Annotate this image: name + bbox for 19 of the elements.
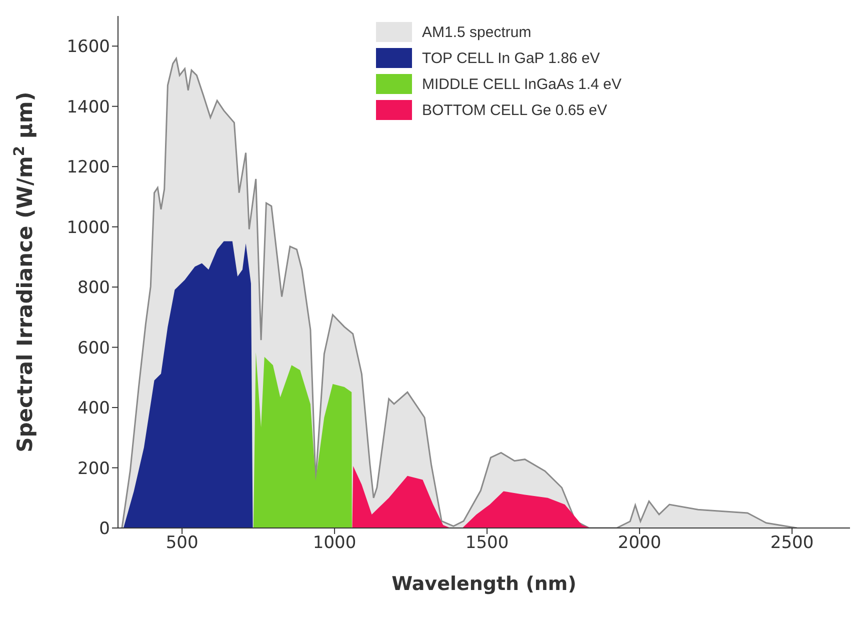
y-tick-label: 1400 bbox=[66, 97, 110, 118]
y-tick-label: 1600 bbox=[66, 37, 110, 58]
y-tick-label: 0 bbox=[99, 519, 110, 540]
legend-label: AM1.5 spectrum bbox=[422, 24, 532, 40]
y-tick-label: 200 bbox=[78, 458, 110, 479]
y-tick-label: 1000 bbox=[66, 218, 110, 238]
x-tick-label: 1500 bbox=[465, 533, 509, 554]
x-tick-label: 1000 bbox=[312, 533, 356, 554]
x-axis-title: Wavelength (nm) bbox=[392, 573, 576, 595]
legend-label: BOTTOM CELL Ge 0.65 eV bbox=[422, 102, 608, 118]
x-tick-label: 500 bbox=[166, 533, 198, 554]
legend-label: TOP CELL In GaP 1.86 eV bbox=[422, 50, 600, 66]
y-tick-label: 600 bbox=[78, 338, 110, 358]
y-tick-label: 400 bbox=[78, 398, 110, 419]
legend-label: MIDDLE CELL InGaAs 1.4 eV bbox=[422, 76, 622, 92]
y-tick-label: 1200 bbox=[66, 158, 110, 178]
y-tick-label: 800 bbox=[78, 278, 110, 298]
x-tick-label: 2000 bbox=[618, 533, 662, 554]
x-tick-label: 2500 bbox=[770, 533, 814, 554]
